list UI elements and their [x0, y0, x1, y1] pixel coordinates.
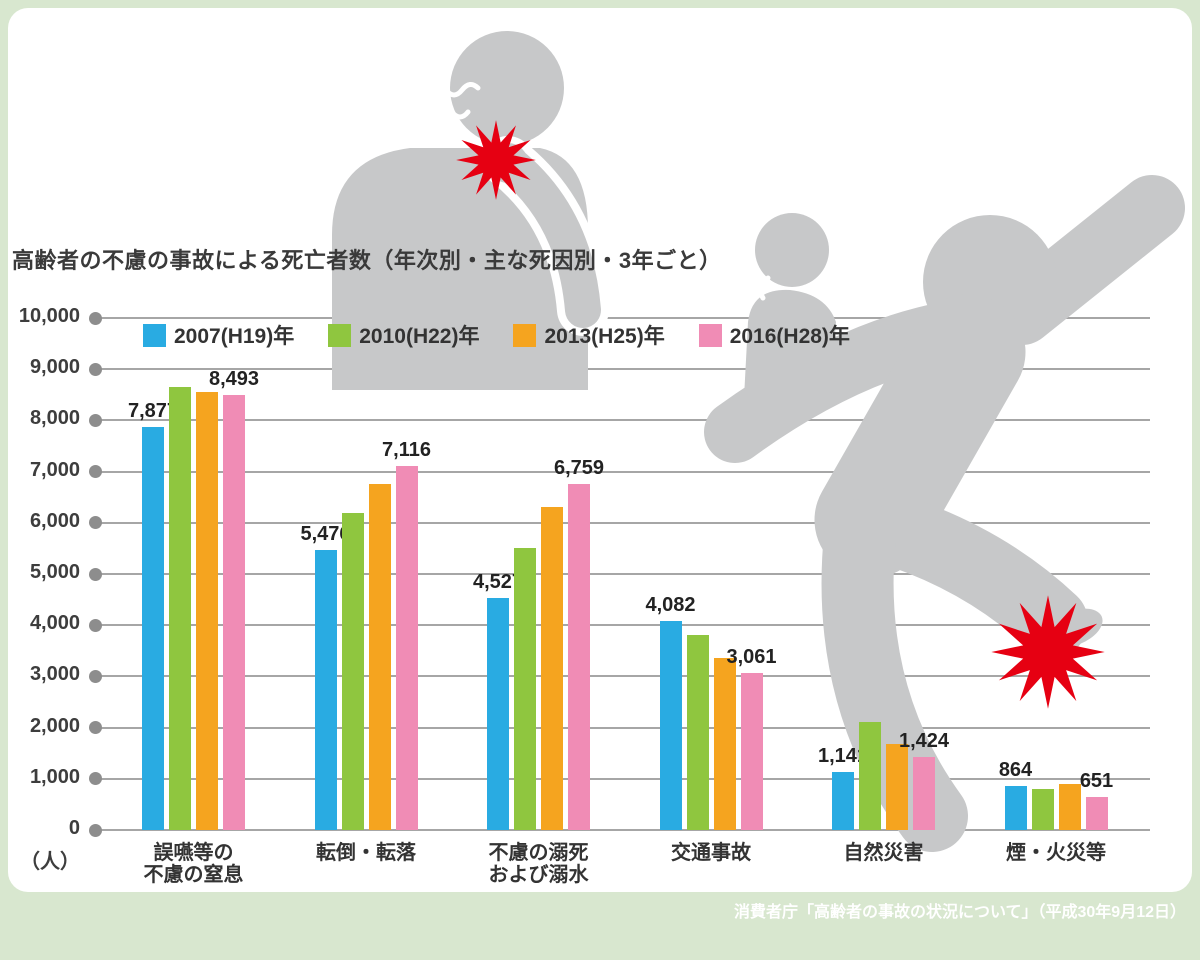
gridline-dot — [89, 823, 102, 837]
bar — [886, 743, 908, 830]
legend-swatch — [328, 323, 352, 347]
gridline — [95, 777, 1150, 780]
bar — [859, 722, 881, 830]
gridline — [95, 675, 1150, 678]
gridline — [95, 624, 1150, 627]
bar — [142, 426, 164, 830]
bar — [659, 621, 682, 830]
gridline — [95, 829, 1150, 831]
category-label: 誤嚥等の 不慮の窒息 — [143, 842, 244, 887]
legend-swatch — [143, 323, 166, 347]
bar — [341, 512, 364, 830]
bar — [314, 549, 337, 830]
bar-value-label: 7,116 — [382, 438, 431, 461]
category-label: 交通事故 — [671, 842, 751, 864]
page-title: 高齢者の不慮の事故による死亡者数（年次別・主な死因別・3年ごと） — [12, 248, 722, 273]
bar-value-label: 864 — [998, 758, 1033, 781]
gridline-dot — [89, 311, 102, 325]
gridline-dot — [89, 465, 102, 479]
y-axis-unit-label: （人） — [20, 851, 80, 873]
gridline — [95, 368, 1150, 371]
legend-item: 2016(H28)年 — [698, 320, 850, 350]
y-axis-tick-label: 3,000 — [29, 663, 80, 686]
y-axis-tick-label: 2,000 — [29, 714, 80, 737]
bar — [196, 392, 218, 830]
bar — [740, 673, 763, 830]
bar — [487, 598, 509, 830]
gridline — [95, 573, 1150, 575]
legend-label: 2010(H22)年 — [359, 325, 480, 348]
gridline — [95, 470, 1150, 473]
gridline-dot — [89, 567, 102, 581]
bar-value-label: 6,759 — [553, 456, 605, 479]
bar-value-label: 8,493 — [208, 368, 260, 391]
bar — [1058, 783, 1081, 830]
bar — [368, 484, 391, 830]
y-axis-tick-label: 4,000 — [29, 612, 80, 635]
bar — [1004, 785, 1027, 830]
bar — [223, 395, 245, 830]
bar — [686, 635, 709, 830]
category-label: 煙・火災等 — [1006, 842, 1106, 864]
bar — [514, 548, 536, 830]
legend-label: 2007(H19)年 — [174, 325, 295, 348]
bar-value-label: 4,082 — [645, 594, 696, 616]
gridline-dot — [89, 362, 102, 376]
bar-value-label: 651 — [1079, 769, 1114, 792]
gridline-dot — [89, 721, 102, 735]
bar — [541, 507, 563, 830]
legend-label: 2013(H25)年 — [544, 325, 665, 348]
bar-value-label: 3,061 — [726, 646, 777, 669]
category-label: 自然災害 — [843, 842, 924, 864]
bar — [913, 757, 935, 830]
category-label: 不慮の溺死 および溺水 — [488, 842, 589, 887]
bar-value-label: 5,476 — [300, 522, 351, 545]
bar-value-label: 4,527 — [472, 571, 524, 594]
bar — [832, 771, 854, 830]
y-axis-tick-label: 5,000 — [29, 561, 80, 583]
bar — [395, 465, 418, 830]
bar-value-label: 1,424 — [898, 730, 950, 753]
gridline — [95, 521, 1150, 524]
gridline — [95, 317, 1150, 319]
y-axis-tick-label: 9,000 — [29, 356, 80, 379]
legend-item: 2013(H25)年 — [513, 320, 665, 350]
y-axis-tick-label: 0 — [68, 817, 80, 839]
y-axis-tick-label: 7,000 — [29, 458, 80, 481]
gridline — [95, 419, 1150, 422]
gridline-dot — [89, 618, 102, 632]
legend-label: 2016(H28)年 — [729, 325, 850, 348]
source-citation: 消費者庁「高齢者の事故の状況について」（平成30年9月12日） — [733, 904, 1186, 921]
bar — [568, 483, 590, 830]
legend-swatch — [513, 323, 537, 347]
gridline-dot — [89, 772, 102, 786]
bar — [1031, 789, 1054, 830]
y-axis-tick-label: 6,000 — [29, 509, 80, 532]
y-axis-tick-label: 10,000 — [18, 305, 80, 327]
gridline — [95, 726, 1150, 729]
category-label: 転倒・転落 — [316, 842, 416, 864]
legend-swatch — [698, 323, 722, 347]
bar-value-label: 7,877 — [127, 399, 179, 422]
gridline-dot — [89, 516, 102, 530]
bar — [713, 658, 736, 830]
y-axis-tick-label: 1,000 — [29, 765, 80, 788]
legend-item: 2007(H19)年 — [143, 320, 294, 350]
gridline-dot — [89, 669, 102, 683]
y-axis-tick-label: 8,000 — [29, 407, 80, 430]
bar — [169, 387, 191, 830]
gridline-dot — [89, 413, 102, 427]
legend-item: 2010(H22)年 — [328, 320, 479, 350]
bar — [1085, 796, 1108, 830]
legend: 2007(H19)年 2010(H22)年 2013(H25)年 2016(H28)年 — [143, 320, 850, 350]
